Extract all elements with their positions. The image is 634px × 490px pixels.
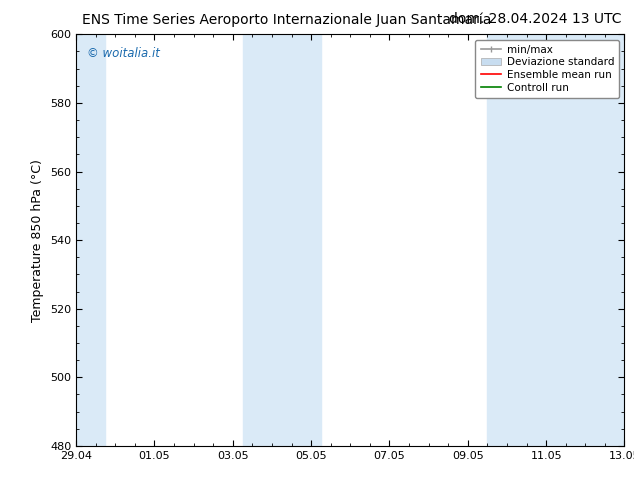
Text: dom. 28.04.2024 13 UTC: dom. 28.04.2024 13 UTC <box>449 12 621 26</box>
Bar <box>243 34 321 446</box>
Text: © woitalia.it: © woitalia.it <box>87 47 160 60</box>
Text: ENS Time Series Aeroporto Internazionale Juan Santamaría: ENS Time Series Aeroporto Internazionale… <box>82 12 492 27</box>
Bar <box>488 34 624 446</box>
Legend: min/max, Deviazione standard, Ensemble mean run, Controll run: min/max, Deviazione standard, Ensemble m… <box>476 40 619 98</box>
Y-axis label: Temperature 850 hPa (°C): Temperature 850 hPa (°C) <box>32 159 44 321</box>
Bar <box>76 34 105 446</box>
